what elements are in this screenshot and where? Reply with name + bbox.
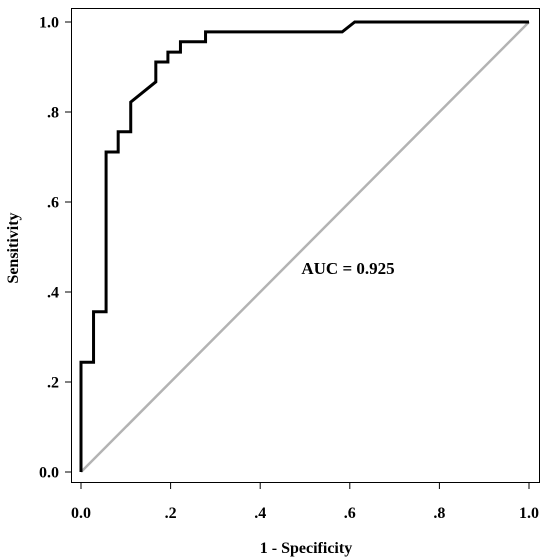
y-tick-label: .4 xyxy=(47,285,59,302)
x-tick-label: .8 xyxy=(433,505,445,522)
y-tick-label: 1.0 xyxy=(39,15,59,32)
x-tick-label: .2 xyxy=(165,505,177,522)
roc-curve-line xyxy=(79,20,529,472)
x-tick-label: .4 xyxy=(254,505,266,522)
x-tick-label: 0.0 xyxy=(71,505,91,522)
y-tick-label: 0.0 xyxy=(39,465,59,482)
y-tick-label: .2 xyxy=(47,375,59,392)
plot-frame xyxy=(71,8,540,483)
x-axis-title: 1 - Specificity xyxy=(260,540,352,557)
auc-annotation: AUC = 0.925 xyxy=(301,259,394,278)
axis-layer: 0.0 .2 .4 .6 .8 1.0 0.0 .2 .4 .6 .8 1.0 xyxy=(39,15,539,523)
series-layer xyxy=(79,20,530,473)
y-tick-label: .6 xyxy=(47,195,59,212)
reference-diagonal-line xyxy=(80,21,530,473)
y-axis-title: Sensitivity xyxy=(5,212,22,283)
x-tick-label: .6 xyxy=(344,505,356,522)
x-tick-label: 1.0 xyxy=(519,505,539,522)
y-tick-label: .8 xyxy=(47,105,59,122)
